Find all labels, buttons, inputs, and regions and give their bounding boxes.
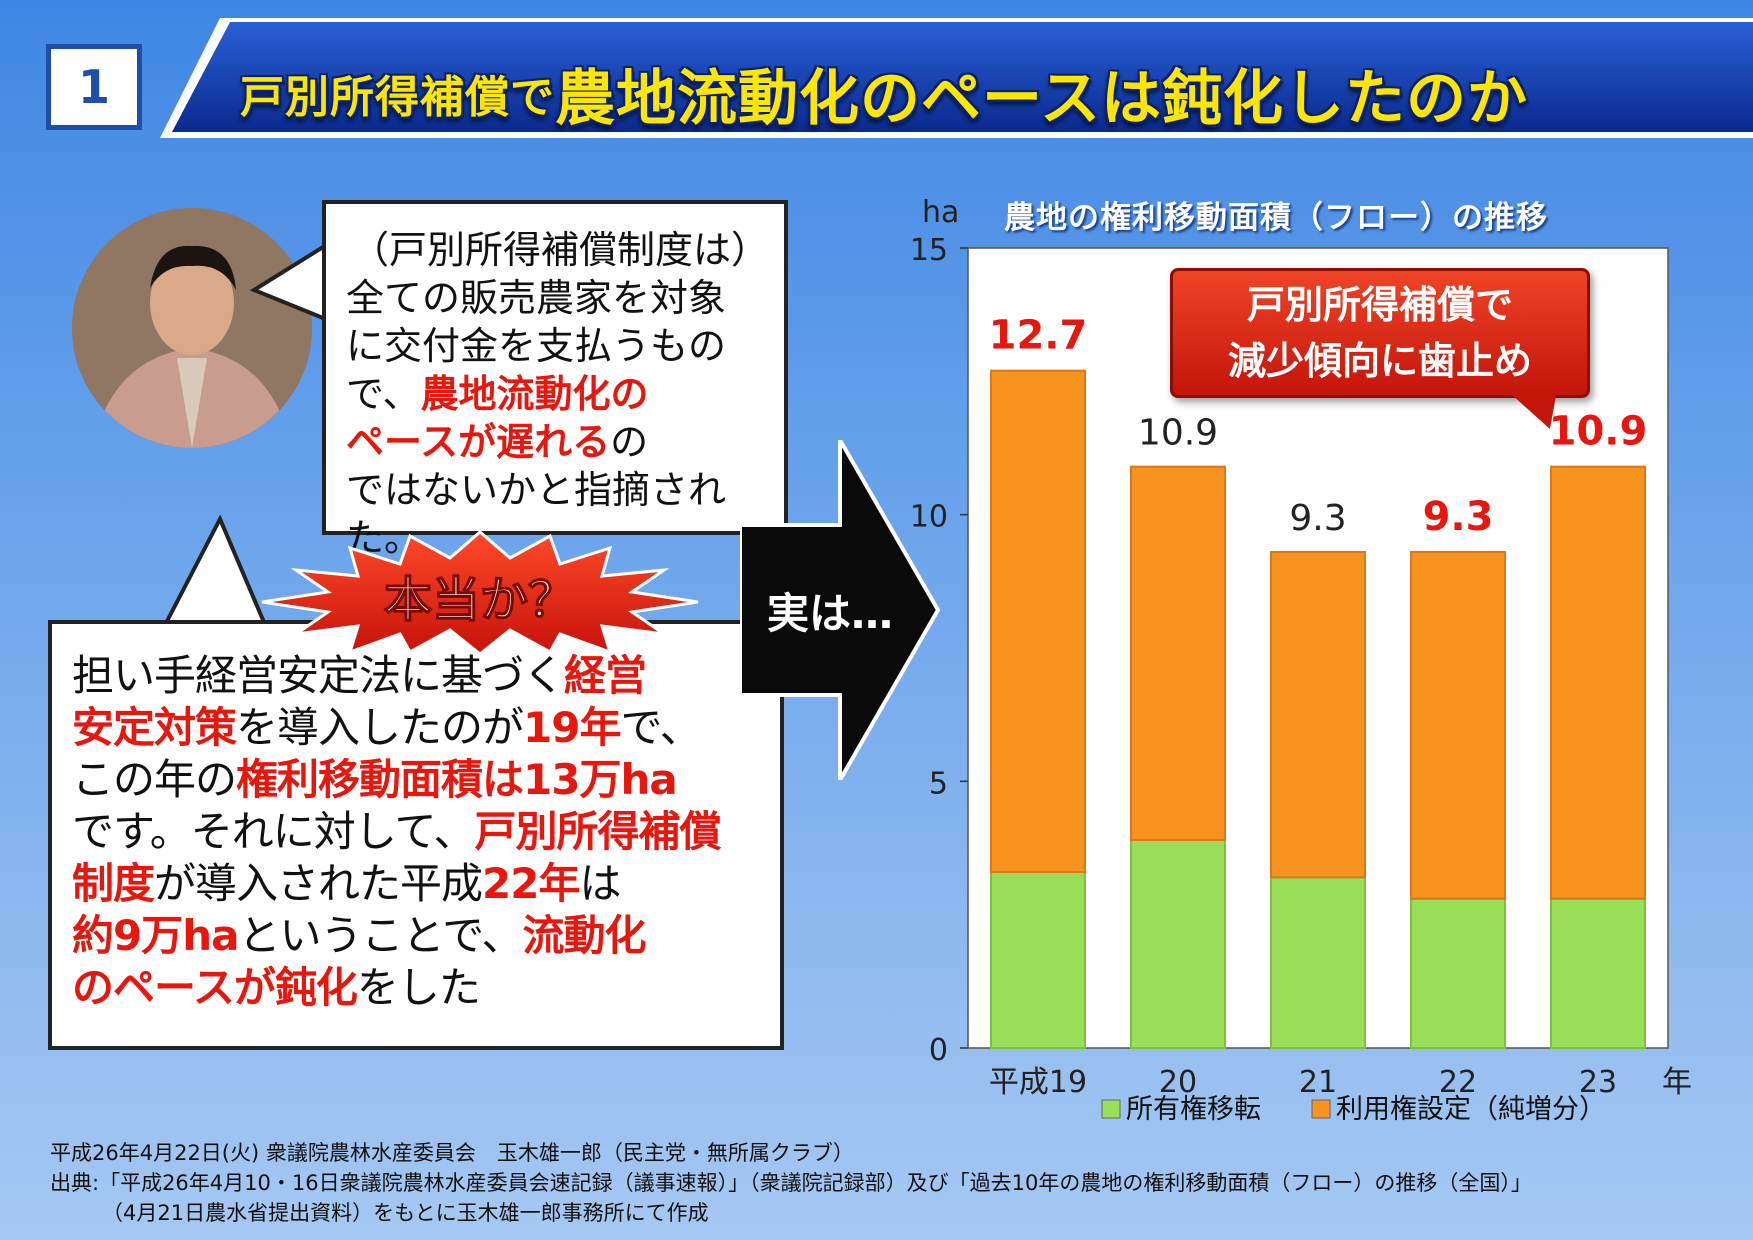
bubble-bottom-l5c: 22年	[482, 859, 580, 908]
speech-bubble-bottom: 担い手経営安定法に基づく経営 安定対策を導入したのが19年で、 この年の権利移動…	[48, 620, 784, 1050]
title-part1: 戸別所得補償で	[240, 72, 555, 123]
footer-line3: （4月21日農水省提出資料）をもとに玉木雄一郎事務所にて作成	[102, 1201, 709, 1225]
bubble-bottom-l3b: 権利移動面積は13万ha	[236, 755, 678, 804]
starburst-badge: 本当か？	[261, 530, 699, 655]
callout-box: 戸別所得補償で 減少傾向に歯止め	[1170, 268, 1590, 398]
bubble-top-line5b: の	[610, 420, 649, 464]
arrow-right-icon: 実は…	[740, 440, 940, 780]
bar-segment-lease	[990, 369, 1086, 873]
bubble-bottom-l2b: を導入したのが	[236, 703, 524, 752]
bubble-bottom-l7b: をした	[356, 963, 481, 1012]
page-title: 戸別所得補償で 農地流動化のペースは鈍化したのか	[240, 38, 1528, 148]
callout-line1: 戸別所得補償で	[1246, 283, 1513, 327]
bubble-top-line4a: で、	[346, 372, 421, 416]
bar-segment-ownership	[990, 871, 1086, 1049]
bubble-bottom-l6b: ということで、	[238, 911, 523, 960]
bubble-bottom-l1b: 経営	[564, 651, 647, 700]
legend-label: 所有権移転	[1126, 1094, 1261, 1125]
x-tick-label: 21	[1299, 1065, 1337, 1100]
bar-segment-lease	[1130, 465, 1226, 841]
bar-total-label: 12.7	[989, 313, 1088, 359]
bar-total-label: 10.9	[1138, 413, 1218, 454]
y-axis-unit: ha	[922, 195, 959, 230]
bar-total-label: 10.9	[1549, 409, 1648, 455]
bubble-bottom-l2c: 19年	[523, 703, 621, 752]
x-tick-label: 23	[1579, 1065, 1617, 1100]
bubble-top-line1: （戸別所得補償制度は）	[350, 228, 769, 272]
footer-line1: 平成26年4月22日(火) 衆議院農林水産委員会 玉木雄一郎（民主党・無所属クラ…	[50, 1141, 854, 1165]
y-tick-label: 10	[910, 500, 948, 535]
x-tick-label: 20	[1159, 1065, 1197, 1100]
slide-number-text: 1	[77, 60, 110, 114]
legend-swatch	[1311, 1099, 1331, 1119]
callout-line2: 減少傾向に歯止め	[1227, 339, 1532, 383]
x-tick-label: 22	[1439, 1065, 1477, 1100]
bar-segment-ownership	[1130, 839, 1226, 1049]
bubble-bottom-l5d: は	[579, 859, 621, 908]
arrow-text: 実は…	[767, 589, 893, 638]
bubble-bottom-l2a: 安定対策	[72, 703, 237, 752]
bubble-bottom-l7a: のペースが鈍化	[72, 963, 358, 1012]
speaker-photo	[72, 208, 312, 448]
bubble-bottom-l3a: この年の	[72, 755, 237, 804]
chart-title: 農地の権利移動面積（フロー）の推移	[1004, 200, 1548, 236]
footer-line2: 出典:「平成26年4月10・16日衆議院農林水産委員会速記録（議事速報）」（衆議…	[50, 1171, 1532, 1195]
title-banner	[160, 18, 1753, 138]
bar-segment-lease	[1410, 551, 1506, 900]
legend-swatch	[1101, 1099, 1121, 1119]
bubble-bottom-l5a: 制度	[72, 859, 155, 908]
starburst-text: 本当か？	[384, 572, 576, 628]
bar-total-label: 9.3	[1289, 498, 1346, 539]
bubble-bottom-l4b: 戸別所得補償	[474, 807, 721, 856]
bar-segment-ownership	[1550, 897, 1646, 1050]
slide-number: 1	[46, 44, 142, 130]
bubble-bottom-l6c: 流動化	[522, 911, 647, 960]
bubble-top-line4b: 農地流動化の	[420, 372, 649, 416]
bubble-top-line3: に交付金を支払うもの	[346, 324, 727, 368]
footer: 平成26年4月22日(火) 衆議院農林水産委員会 玉木雄一郎（民主党・無所属クラ…	[50, 1138, 1532, 1228]
x-tick-label: 平成19	[989, 1065, 1087, 1100]
bubble-bottom-l4a: です。それに対して、	[72, 807, 475, 856]
speech-bubble-top: （戸別所得補償制度は） 全ての販売農家を対象 に交付金を支払うもの で、農地流動…	[322, 200, 788, 560]
x-axis-unit: 年	[1662, 1065, 1692, 1100]
bubble-bottom-l5b: が導入された平成	[154, 859, 483, 908]
y-tick-label: 0	[929, 1033, 948, 1068]
bubble-top-line5a: ペースが遅れる	[346, 420, 611, 464]
bar-segment-ownership	[1270, 876, 1366, 1049]
legend-label: 利用権設定（純増分）	[1336, 1094, 1606, 1125]
bar-total-label: 9.3	[1423, 494, 1494, 540]
bar-segment-lease	[1270, 551, 1366, 879]
y-tick-label: 15	[910, 233, 948, 268]
bar-segment-ownership	[1410, 897, 1506, 1050]
bar-segment-lease	[1550, 465, 1646, 900]
bubble-bottom-l1a: 担い手経営安定法に基づく	[72, 651, 565, 700]
title-part2: 農地流動化のペースは鈍化したのか	[555, 63, 1528, 134]
bubble-bottom-l6a: 約9万ha	[72, 911, 239, 960]
y-tick-label: 5	[929, 766, 948, 801]
bubble-top-line2: 全ての販売農家を対象	[346, 276, 727, 320]
bubble-bottom-l2d: で、	[620, 703, 701, 752]
